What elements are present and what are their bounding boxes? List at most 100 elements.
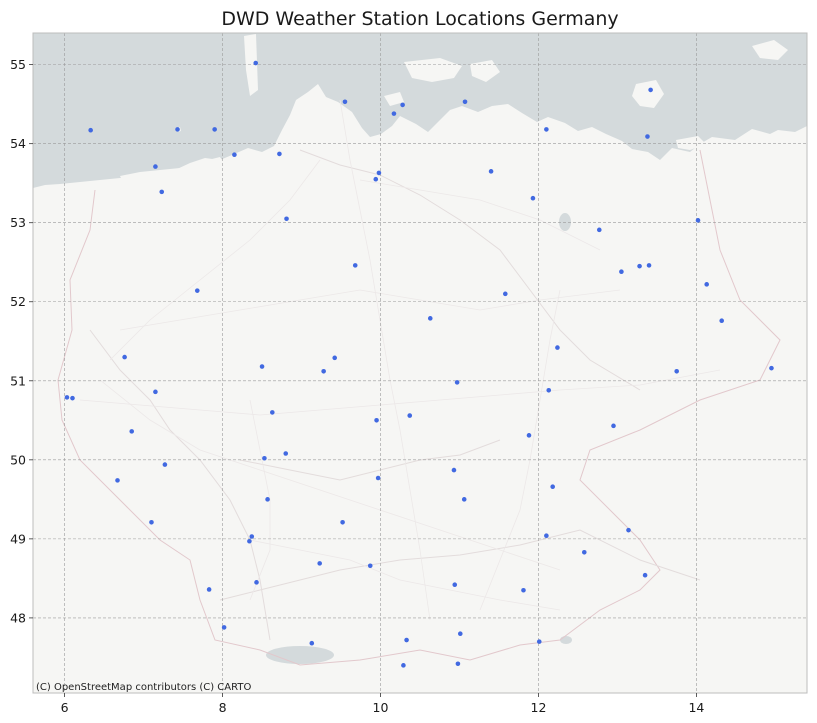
station-point <box>452 582 458 588</box>
station-point <box>284 216 289 222</box>
station-point <box>455 661 461 667</box>
road-a7 <box>339 99 431 621</box>
station-point <box>611 423 616 429</box>
station-point <box>530 195 536 201</box>
station-point <box>555 345 560 350</box>
sea-area <box>33 33 807 188</box>
station-point <box>400 102 405 108</box>
station-point <box>159 189 165 195</box>
station-point <box>321 368 326 374</box>
station-point <box>352 263 358 268</box>
station-point <box>502 291 508 297</box>
plot-frame <box>32 32 808 694</box>
island-lolland <box>404 58 462 82</box>
x-tick-label: 14 <box>688 700 704 715</box>
station-point <box>536 639 542 644</box>
chart-title: DWD Weather Station Locations Germany <box>221 8 618 30</box>
river-danube <box>219 529 701 601</box>
station-point <box>373 176 379 182</box>
station-point <box>374 418 379 423</box>
station-point <box>719 318 725 324</box>
y-tick-label: 55 <box>10 57 26 72</box>
station-point <box>401 663 406 668</box>
island-bornholm <box>752 40 788 60</box>
station-point <box>521 587 526 593</box>
station-point <box>88 127 93 133</box>
basemap <box>33 33 807 693</box>
station-point <box>457 631 463 637</box>
island-fehmarn <box>384 92 404 106</box>
station-point <box>206 587 212 592</box>
station-point <box>544 533 549 539</box>
station-point <box>340 519 345 525</box>
station-point <box>769 365 774 371</box>
lake-chiemsee <box>560 636 572 644</box>
station-point <box>376 170 382 176</box>
station-point <box>637 263 642 269</box>
station-point <box>581 550 587 555</box>
station-point <box>391 111 397 116</box>
station-point <box>253 60 259 66</box>
x-tick-label: 10 <box>373 700 389 715</box>
x-tick-label: 8 <box>219 700 227 715</box>
y-tick-label: 53 <box>10 215 26 230</box>
station-point <box>462 99 468 105</box>
station-point <box>407 413 413 418</box>
lake-muritz <box>559 213 571 231</box>
station-point <box>695 218 701 223</box>
island-falster <box>470 60 500 82</box>
station-markers <box>64 60 774 668</box>
station-point <box>249 534 255 539</box>
river-elbe <box>299 149 641 391</box>
station-point <box>212 127 217 132</box>
road-a8 <box>249 539 561 611</box>
station-point <box>674 368 679 374</box>
station-point <box>596 227 602 233</box>
station-point <box>404 637 409 643</box>
station-point <box>645 134 650 139</box>
station-point <box>332 355 338 361</box>
river-main <box>239 439 501 481</box>
station-point <box>153 389 158 395</box>
station-point <box>704 282 709 287</box>
station-point <box>646 263 652 268</box>
station-point <box>317 561 322 566</box>
station-point <box>375 475 381 481</box>
station-point <box>262 455 267 461</box>
y-tick-label: 54 <box>10 136 26 151</box>
road-a2 <box>119 289 621 331</box>
station-point <box>283 451 289 456</box>
gridlines <box>33 33 807 693</box>
road-a5 <box>249 399 271 601</box>
station-point <box>550 484 555 490</box>
road-a4 <box>79 369 721 416</box>
station-point <box>544 127 549 132</box>
station-point <box>488 169 494 174</box>
station-point <box>342 99 348 105</box>
station-point <box>259 364 265 369</box>
east-frisian-islands <box>120 157 222 180</box>
station-point <box>122 354 127 360</box>
x-tick-label: 6 <box>61 700 69 715</box>
station-point <box>626 527 631 533</box>
y-tick-label: 52 <box>10 294 26 309</box>
station-point <box>254 580 259 585</box>
road-a3 <box>99 379 561 571</box>
island-rugen <box>632 80 664 108</box>
station-point <box>526 433 532 438</box>
y-tick-label: 49 <box>10 531 26 546</box>
station-point <box>115 478 120 483</box>
y-tick-label: 50 <box>10 452 26 467</box>
x-axis: 6 8 10 12 14 <box>61 693 704 715</box>
station-point <box>642 572 648 578</box>
station-point <box>619 269 624 275</box>
road-a1 <box>109 159 321 361</box>
station-point <box>454 380 460 385</box>
station-point <box>149 519 154 525</box>
road-a24 <box>359 179 601 251</box>
lake-constance <box>266 646 334 664</box>
y-axis: 48 49 50 51 52 53 54 55 <box>10 57 33 625</box>
station-point <box>153 164 158 169</box>
station-point <box>367 563 373 569</box>
